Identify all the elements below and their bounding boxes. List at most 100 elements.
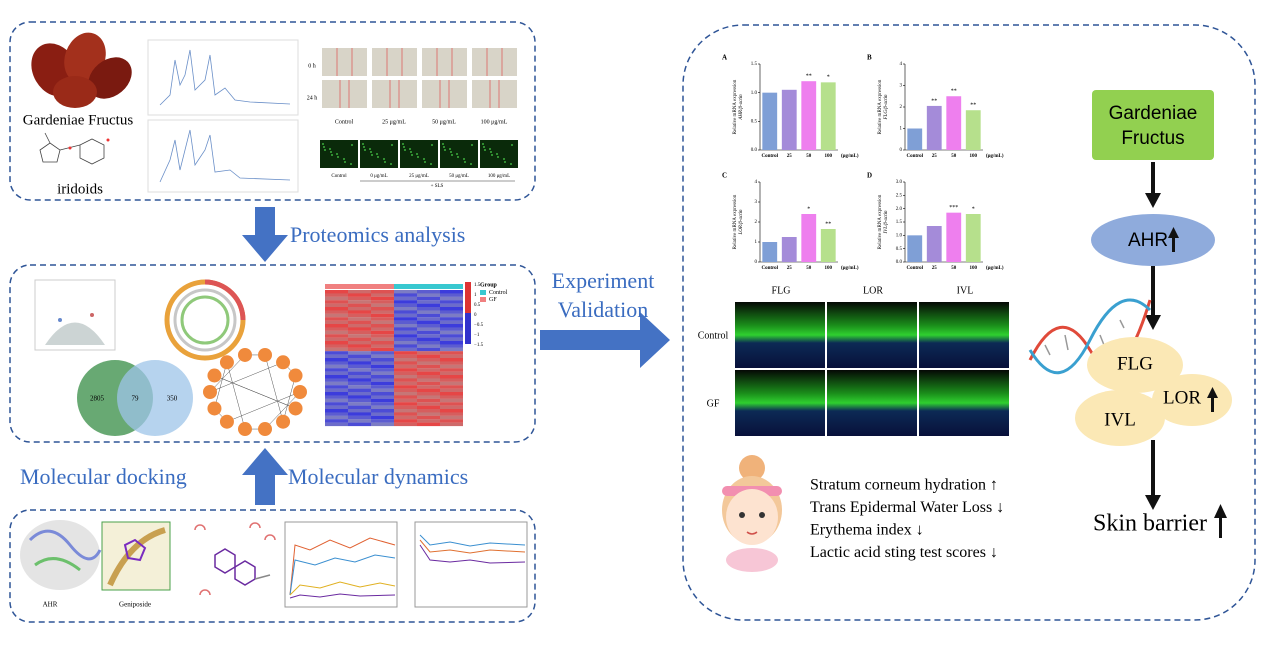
- y-tick-label: 1.0: [896, 233, 903, 238]
- heat-cell: [348, 368, 371, 372]
- heat-cell: [417, 347, 440, 352]
- bar: [801, 81, 817, 150]
- heat-cell: [440, 310, 463, 314]
- heat-cell: [371, 300, 394, 304]
- edge: [214, 375, 296, 409]
- heat-cell: [440, 337, 463, 342]
- heat-cell: [325, 317, 348, 321]
- heat-cell: [417, 344, 440, 348]
- step-label: Validation: [558, 297, 648, 322]
- cell-dot: [383, 158, 385, 160]
- photo: [472, 48, 517, 76]
- heat-cell: [348, 347, 371, 352]
- cell-dot: [491, 154, 493, 156]
- panel-border: [9, 509, 536, 623]
- heat-cell: [440, 296, 463, 301]
- heat-cell: [394, 378, 417, 382]
- heat-cell: [348, 344, 371, 348]
- outcome-text: Lactic acid sting test scores ↓: [810, 544, 998, 561]
- heat-cell: [394, 392, 417, 396]
- cell-dot: [416, 153, 418, 155]
- heat-cell: [348, 341, 371, 345]
- node: [288, 401, 303, 416]
- heat-cell: [440, 320, 463, 325]
- legend-swatch: [480, 297, 486, 302]
- heat-cell: [348, 371, 371, 376]
- heat-cell: [348, 300, 371, 304]
- heat-cell: [417, 313, 440, 318]
- scale-label: 1.5: [474, 283, 481, 288]
- heat-cell: [371, 422, 394, 427]
- heat-cell: [417, 392, 440, 396]
- bar: [820, 229, 836, 262]
- cell-dot: [330, 151, 332, 153]
- outcome-text: Trans Epidermal Water Loss ↓: [810, 499, 1004, 516]
- cell-dot: [331, 154, 333, 156]
- heat-cell: [394, 290, 417, 294]
- up-arrow: [1168, 227, 1179, 252]
- outcome-text: Stratum corneum hydration ↑: [810, 477, 998, 494]
- heat-cell: [325, 337, 348, 342]
- heat-cell: [348, 310, 371, 314]
- heat-cell: [348, 398, 371, 403]
- heat-cell: [417, 364, 440, 369]
- heat-cell: [371, 375, 394, 379]
- x-tick-label: 100: [970, 266, 978, 271]
- heat-cell: [325, 293, 348, 297]
- scale-bar: [465, 313, 471, 344]
- cell-dot: [384, 161, 386, 163]
- heat-cell: [348, 402, 371, 406]
- cell-dot: [351, 144, 353, 146]
- heat-cell: [371, 307, 394, 311]
- heat-cell: [348, 296, 371, 301]
- micrograph: [827, 302, 917, 368]
- y-tick-label: 4: [755, 180, 758, 185]
- heat-cell: [440, 347, 463, 352]
- heat-cell: [325, 412, 348, 416]
- y-subtitle: FLG/β-actin: [884, 94, 889, 120]
- heat-cell: [325, 395, 348, 399]
- micrograph: [735, 302, 825, 368]
- heat-cell: [325, 334, 348, 338]
- docking-image: [20, 520, 171, 591]
- heat-cell: [440, 385, 463, 389]
- heat-cell: [440, 341, 463, 345]
- heat-cell: [394, 354, 417, 359]
- group-label: 100 μg/mL: [488, 174, 510, 179]
- x-tick-label: Control: [761, 154, 778, 159]
- heat-cell: [325, 347, 348, 352]
- compound-label: iridoids: [57, 181, 103, 197]
- scale-label: 0: [474, 313, 477, 318]
- wound-photos: 0 h 24 h Control 25 μg/mL 50 μg/mL 100 μg/mL: [307, 48, 517, 125]
- bar: [907, 235, 923, 262]
- heat-cell: [348, 422, 371, 427]
- heat-cell: [417, 351, 440, 355]
- significance-label: **: [951, 89, 957, 95]
- heat-cell: [440, 422, 463, 427]
- heat-cell: [325, 398, 348, 403]
- y-tick-label: 3: [900, 84, 903, 89]
- heat-cell: [394, 412, 417, 416]
- significance-label: **: [970, 103, 976, 109]
- heat-cell: [394, 330, 417, 335]
- heat-cell: [325, 313, 348, 318]
- heat-cell: [348, 364, 371, 369]
- cell-dot: [377, 156, 379, 158]
- scale-label: −1: [474, 333, 480, 338]
- heat-cell: [325, 388, 348, 393]
- heat-cell: [371, 327, 394, 331]
- heat-cell: [371, 324, 394, 328]
- heat-cell: [371, 293, 394, 297]
- cell-dot: [482, 143, 484, 145]
- unit-label: (μg/mL): [986, 154, 1004, 159]
- cell-dot: [336, 153, 338, 155]
- heat-cell: [325, 330, 348, 335]
- treatment-label: + SLS: [431, 184, 444, 189]
- heatmap: [325, 284, 463, 427]
- cell-dot: [457, 156, 459, 158]
- heat-cell: [394, 368, 417, 372]
- heat-cell: [371, 330, 394, 335]
- panel-letter: D: [867, 172, 872, 180]
- group-label: 0 μg/mL: [370, 174, 387, 179]
- heat-cell: [440, 405, 463, 410]
